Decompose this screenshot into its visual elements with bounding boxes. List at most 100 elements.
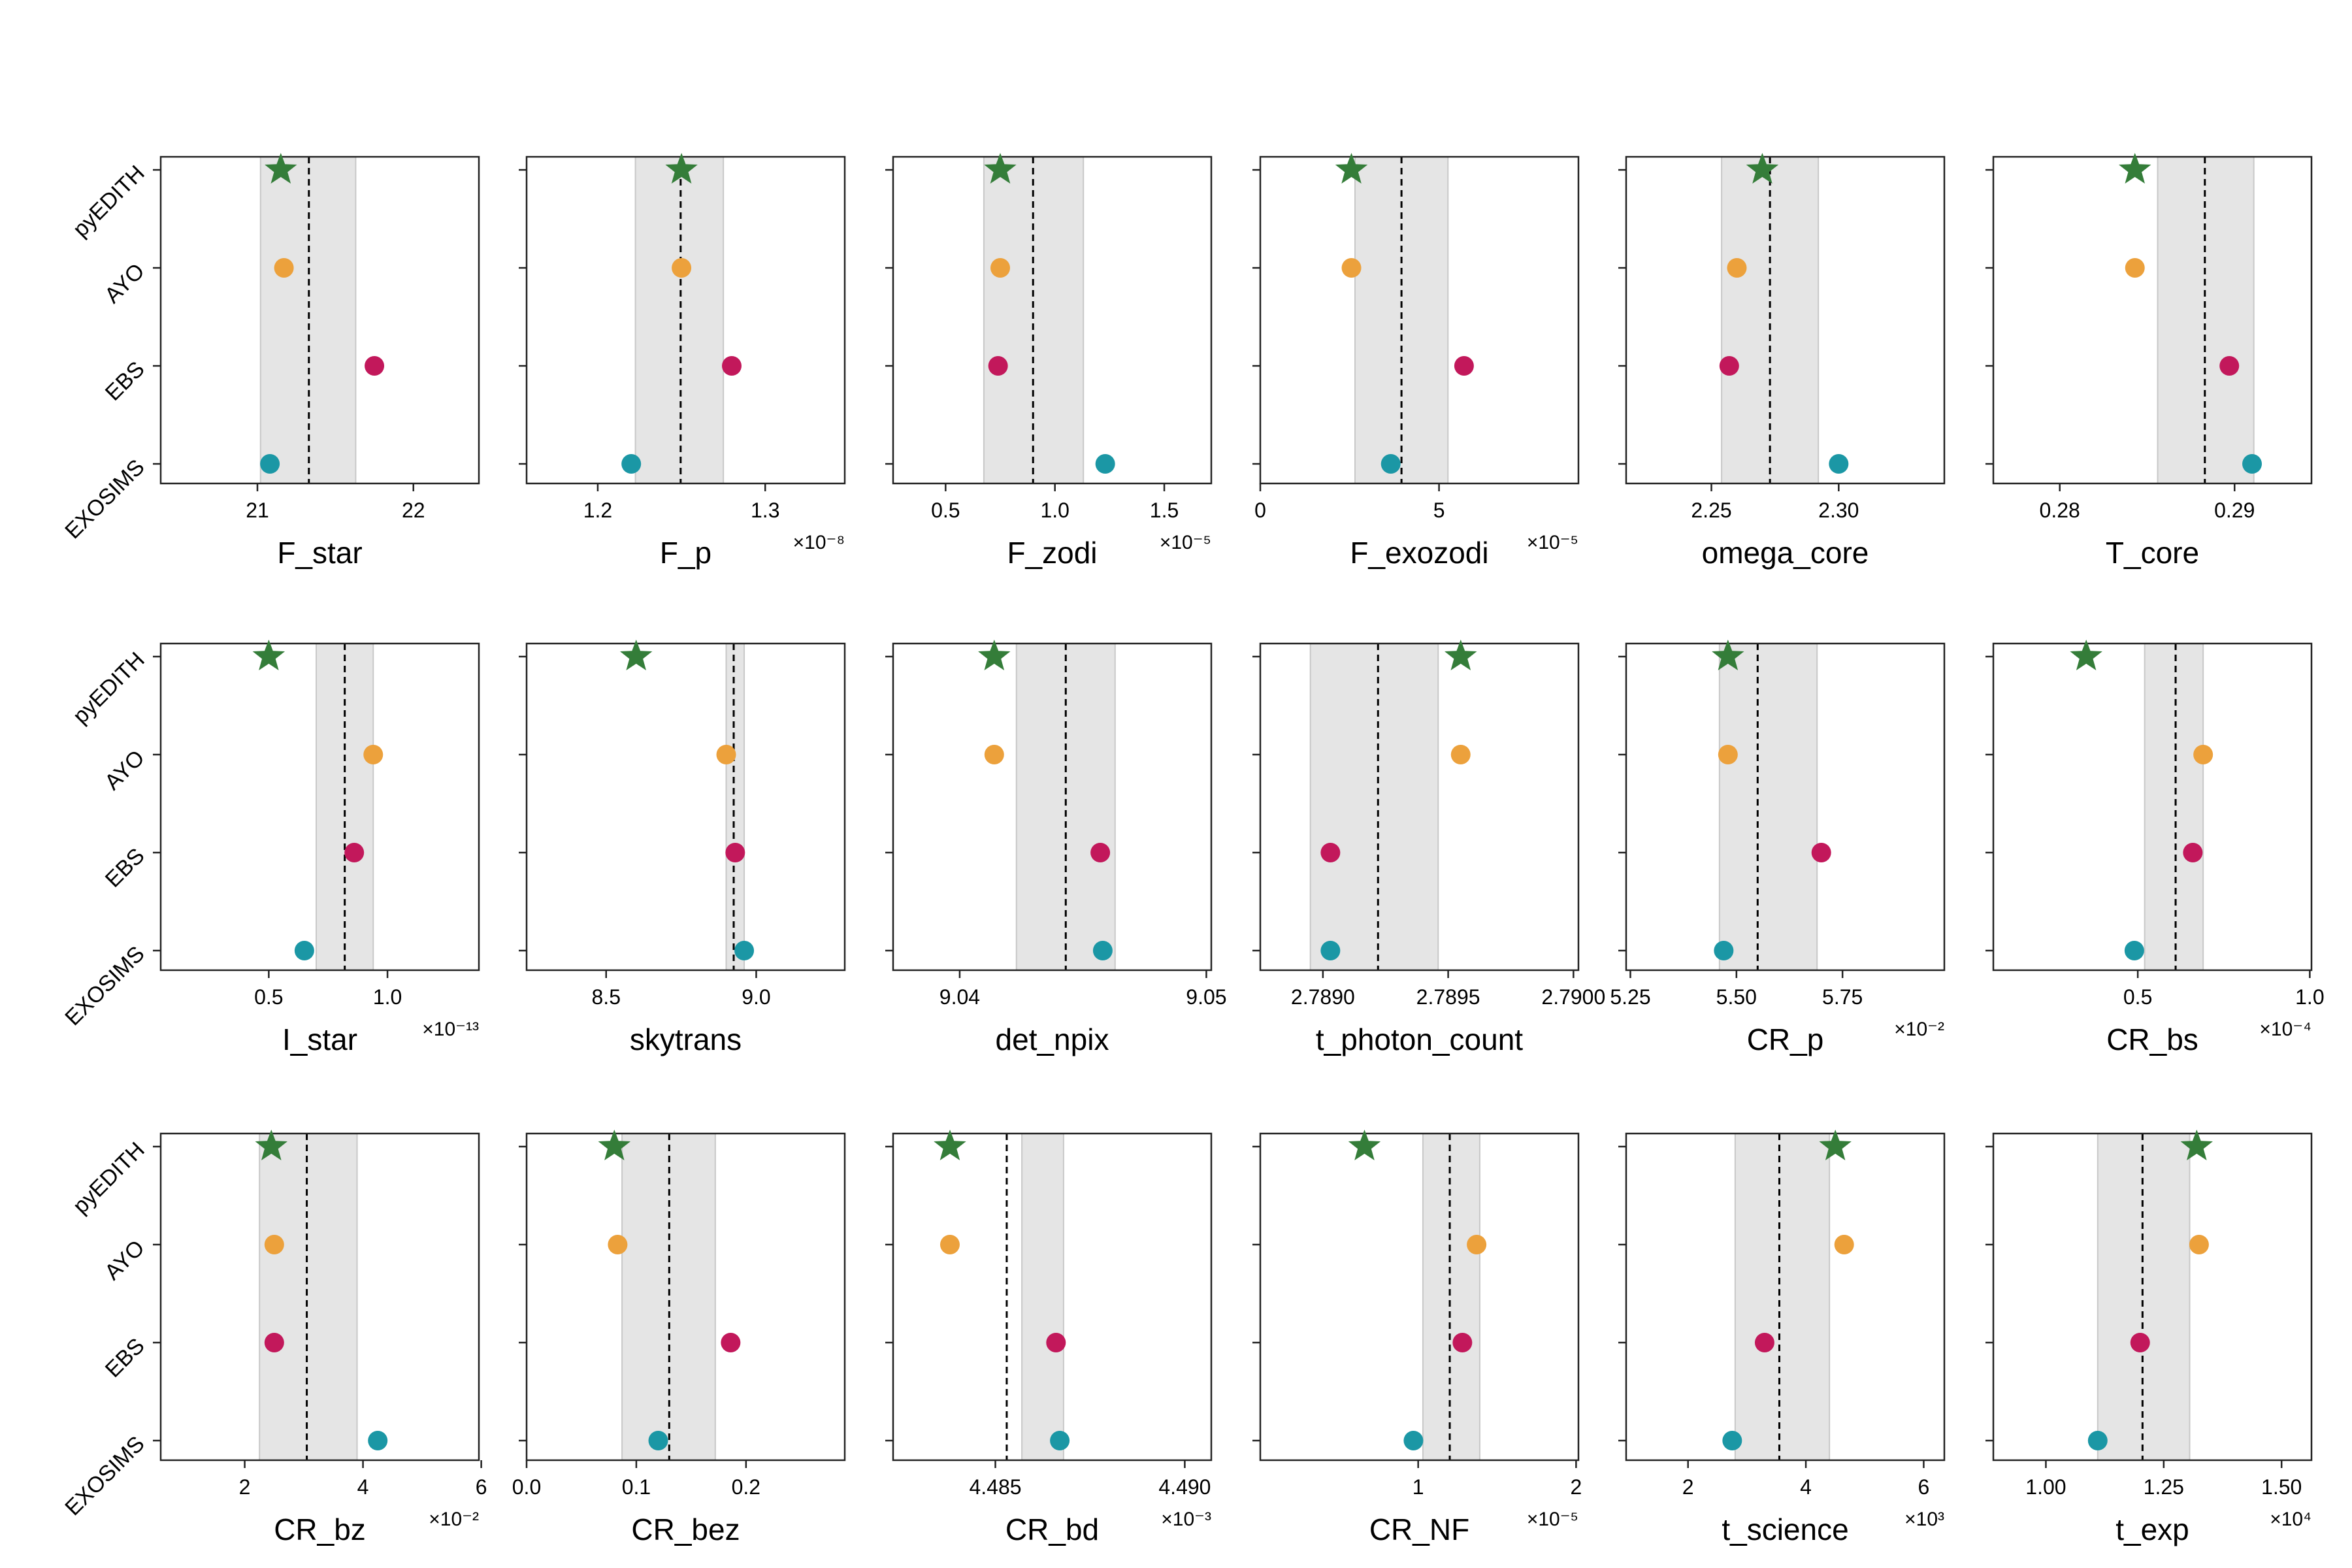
x-tick-label: 9.05 (1186, 985, 1226, 1009)
x-axis-multiplier: ×10⁻⁵ (1160, 532, 1211, 553)
point-pyedith (978, 640, 1011, 670)
point-pyedith (265, 153, 297, 184)
axes-frame (892, 1132, 1213, 1462)
point-ebs (1090, 843, 1111, 862)
point-ebs (1452, 1333, 1473, 1352)
point-ebs (365, 356, 385, 376)
point-exosims (368, 1431, 388, 1450)
x-tick-label: 2 (239, 1475, 251, 1499)
x-axis-label: CR_p (1747, 1022, 1824, 1056)
x-tick-label: 22 (402, 498, 425, 522)
point-exosims (1403, 1431, 1424, 1450)
point-pyedith (2119, 153, 2151, 184)
x-axis-label: t_exp (2115, 1512, 2189, 1546)
point-ayo (672, 258, 692, 278)
x-axis-multiplier: ×10⁻² (1894, 1019, 1944, 1040)
x-tick-label: 0.1 (622, 1475, 651, 1499)
subplot-cr-nf: 1 2 CR_NF ×10⁻⁵ (1252, 1130, 1582, 1546)
point-exosims (1722, 1431, 1742, 1450)
x-tick-label: 1 (1413, 1475, 1424, 1499)
point-ayo (990, 258, 1011, 278)
axes-frame (1625, 1132, 1946, 1462)
point-ayo (608, 1235, 628, 1254)
y-tick-label: EXOSIMS (60, 1431, 149, 1520)
x-tick-label: 5.25 (1610, 985, 1650, 1009)
point-exosims (2242, 454, 2262, 474)
point-ayo (1450, 745, 1471, 764)
subplot-omega-core: 2.25 2.30 omega_core (1618, 153, 1946, 570)
axes-frame (1625, 155, 1946, 485)
y-tick-label: EXOSIMS (60, 455, 149, 544)
x-axis-label: I_star (282, 1022, 357, 1056)
subplot-f-zodi: 0.5 1.0 1.5 F_zodi ×10⁻⁵ (885, 153, 1213, 570)
x-tick-label: 9.04 (939, 985, 980, 1009)
x-axis-multiplier: ×10⁻³ (1161, 1509, 1211, 1530)
x-axis-multiplier: ×10⁻² (429, 1509, 479, 1530)
point-ayo (2125, 258, 2145, 278)
x-tick-label: 0.0 (512, 1475, 541, 1499)
x-tick-label: 4.490 (1158, 1475, 1211, 1499)
x-axis-label: omega_core (1702, 536, 1869, 570)
x-axis-multiplier: ×10⁴ (2270, 1509, 2311, 1530)
point-pyedith (2070, 640, 2102, 670)
subplot-cr-bez: 0.0 0.1 0.2 CR_bez (512, 1130, 846, 1546)
x-axis-multiplier: ×10³ (1904, 1509, 1944, 1530)
y-tick-label: EBS (101, 843, 150, 892)
point-ayo (939, 1235, 960, 1254)
point-ebs (1320, 843, 1341, 862)
x-tick-label: 2.25 (1691, 498, 1731, 522)
subplot-det-npix: 9.04 9.05 det_npix (885, 640, 1227, 1056)
x-tick-label: 2.30 (1818, 498, 1859, 522)
point-ebs (344, 843, 365, 862)
x-axis-label: F_star (277, 536, 362, 570)
spread-band (725, 643, 745, 971)
subplot-cr-bz: pyEDITH AYO EBS EXOSIMS 2 4 6 CR_bz ×10⁻² (60, 1130, 487, 1546)
point-exosims (648, 1431, 668, 1450)
point-ayo (1718, 745, 1738, 764)
point-ayo (363, 745, 384, 764)
subplot-t-science: 2 4 6 t_science ×10³ (1618, 1130, 1946, 1546)
x-tick-label: 5.50 (1716, 985, 1757, 1009)
axes-frame (1992, 155, 2313, 485)
y-tick-label: pyEDITH (68, 1137, 149, 1218)
point-ebs (1454, 356, 1474, 376)
point-ayo (2189, 1235, 2209, 1254)
x-tick-label: 2.7900 (1541, 985, 1605, 1009)
point-pyedith (598, 1130, 631, 1160)
point-pyedith (1746, 153, 1779, 184)
point-exosims (2087, 1431, 2108, 1450)
point-exosims (1829, 454, 1849, 474)
subplot-cr-p: 5.25 5.50 5.75 CR_p ×10⁻² (1610, 640, 1946, 1056)
point-ayo (1727, 258, 1747, 278)
point-ebs (1046, 1333, 1066, 1352)
axes-frame (525, 1132, 846, 1462)
x-tick-label: 21 (246, 498, 269, 522)
x-axis-label: CR_bs (2106, 1022, 2198, 1056)
point-ebs (2183, 843, 2203, 862)
spread-band (1021, 1133, 1064, 1461)
spread-band (1309, 643, 1439, 971)
x-axis-label: det_npix (996, 1022, 1109, 1056)
x-axis-label: F_zodi (1007, 536, 1097, 570)
x-tick-label: 2.7890 (1291, 985, 1355, 1009)
x-tick-label: 0.29 (2214, 498, 2255, 522)
x-tick-label: 4 (1800, 1475, 1812, 1499)
point-pyedith (2180, 1130, 2213, 1160)
point-ayo (1341, 258, 1362, 278)
x-axis-multiplier: ×10⁻⁴ (2259, 1019, 2311, 1040)
x-tick-label: 2 (1682, 1475, 1694, 1499)
point-exosims (1320, 941, 1341, 960)
spread-band (634, 156, 725, 484)
point-pyedith (1712, 640, 1744, 670)
point-pyedith (1445, 640, 1477, 670)
y-tick-label: pyEDITH (68, 161, 149, 242)
point-exosims (260, 454, 280, 474)
x-axis-label: CR_bez (631, 1512, 740, 1546)
x-tick-label: 0 (1254, 498, 1266, 522)
axes-frame (1992, 642, 2313, 972)
axes-frame (892, 155, 1213, 485)
x-tick-label: 2 (1570, 1475, 1582, 1499)
axes-frame (525, 642, 846, 972)
point-ebs (721, 1333, 741, 1352)
